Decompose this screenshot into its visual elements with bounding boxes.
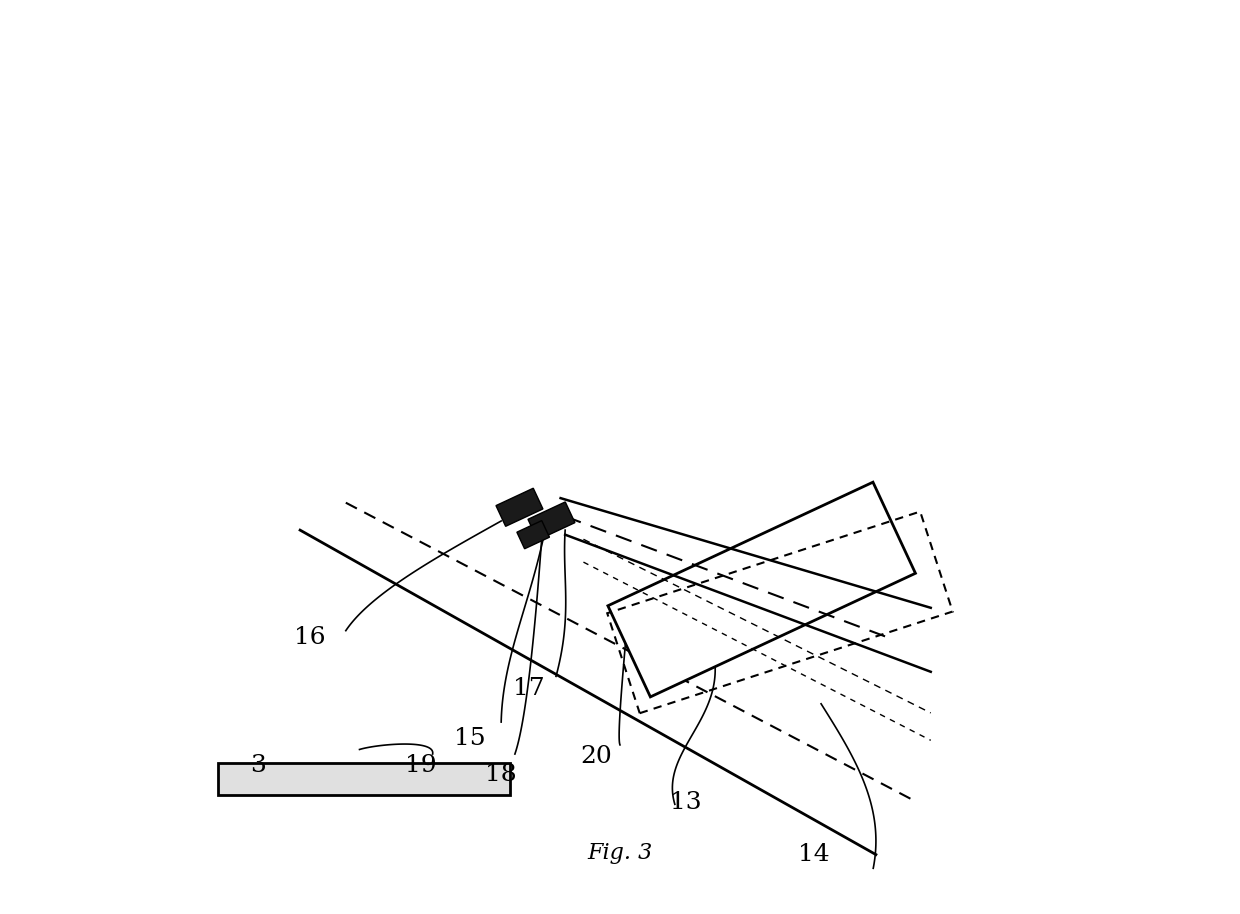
Text: 14: 14 bbox=[799, 843, 830, 866]
Text: 19: 19 bbox=[405, 754, 436, 777]
Polygon shape bbox=[496, 488, 543, 526]
Polygon shape bbox=[608, 483, 915, 696]
Text: 15: 15 bbox=[454, 727, 485, 749]
Polygon shape bbox=[528, 502, 575, 540]
Text: 20: 20 bbox=[580, 745, 613, 768]
Text: Fig. 3: Fig. 3 bbox=[588, 842, 652, 864]
Text: 18: 18 bbox=[485, 763, 516, 786]
Polygon shape bbox=[517, 521, 549, 548]
Bar bbox=[218, 763, 511, 795]
Text: 3: 3 bbox=[249, 754, 265, 777]
Text: 13: 13 bbox=[671, 791, 702, 813]
Text: 17: 17 bbox=[513, 676, 544, 699]
Text: 16: 16 bbox=[294, 626, 325, 649]
